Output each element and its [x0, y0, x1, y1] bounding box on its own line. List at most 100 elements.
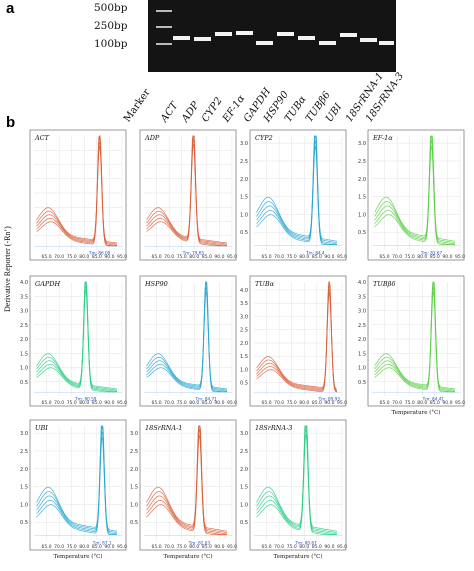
- band-tuba: [298, 36, 315, 40]
- band-adp: [194, 37, 211, 41]
- melt-curve-line: [374, 135, 456, 242]
- x-tick-label: 70.0: [164, 400, 174, 406]
- y-tick-label: 2.0: [20, 337, 28, 343]
- x-tick-label: 95.0: [337, 400, 347, 406]
- tm-label: Tm: 86.09: [88, 251, 111, 256]
- melt-curve-line: [146, 429, 227, 536]
- x-tick-label: 70.0: [392, 254, 402, 260]
- y-tick-label: 4.0: [20, 280, 28, 286]
- x-tick-label: 75.0: [177, 400, 187, 406]
- x-tick-label: 90.0: [442, 400, 452, 406]
- panel-title: ACT: [34, 134, 50, 142]
- melt-curve-line: [36, 135, 118, 244]
- x-tick-label: 65.0: [152, 400, 162, 406]
- melt-curve-line: [374, 286, 455, 393]
- y-tick-label: 3.5: [20, 294, 28, 300]
- melt-curve-line: [374, 281, 456, 391]
- panel-frame: [29, 419, 127, 551]
- x-tick-label: 90.0: [214, 400, 224, 406]
- tm-label: Tm: 79.65: [182, 251, 205, 256]
- melt-curve-line: [146, 281, 228, 390]
- y-tick-label: 3.0: [240, 314, 248, 320]
- melt-curve-line: [146, 424, 228, 535]
- panel-title: UBI: [35, 424, 48, 432]
- x-tick-label: 65.0: [42, 254, 52, 260]
- x-tick-label: 70.0: [274, 400, 284, 406]
- y-tick-label: 2.5: [20, 323, 28, 329]
- melt-panel-0: 65.0 70.0 75.0 80.0 85.0 90.0 95.0 ACT Tm: 86.09: [29, 129, 127, 261]
- tm-label: Tm: 84.4: [305, 251, 325, 256]
- x-tick-label: 90.0: [214, 254, 224, 260]
- y-tick-label: 1.5: [240, 485, 248, 491]
- melt-panel-7: 0.5 1.0 1.5 2.0 2.5 3.0 3.5 4.0 65.0 70.0 75.0 80.0…: [358, 275, 465, 416]
- x-tick-label: 90.0: [104, 544, 114, 550]
- x-tick-label: 85.0: [92, 400, 102, 406]
- y-tick-label: 0.5: [130, 520, 138, 526]
- y-tick-label: 0.5: [358, 230, 366, 236]
- melt-curve-line: [256, 434, 337, 536]
- melt-panel-1: 65.0 70.0 75.0 80.0 85.0 90.0 95.0 ADP Tm: 79.65: [139, 129, 237, 261]
- melt-curve-line: [374, 140, 455, 246]
- x-tick-label: 70.0: [164, 254, 174, 260]
- band-tubb6: [319, 41, 336, 45]
- melt-panel-9: 0.5 1.0 1.5 2.0 2.5 3.0 65.0 70.0 75.0 80.0 85.0 90…: [130, 419, 237, 560]
- x-tick-label: 95.0: [337, 544, 347, 550]
- x-tick-label: 70.0: [54, 254, 64, 260]
- band-hsp90: [277, 32, 294, 36]
- y-tick-label: 1.5: [358, 351, 366, 357]
- x-tick-label: 80.0: [189, 544, 199, 550]
- panel-b-letter: b: [6, 114, 16, 131]
- band-18s-3: [379, 41, 394, 45]
- x-tick-label: 95.0: [117, 254, 127, 260]
- x-tick-label: 65.0: [42, 544, 52, 550]
- y-tick-label: 3.0: [240, 431, 248, 437]
- panel-title: HSP90: [144, 280, 168, 288]
- x-tick-label: 80.0: [79, 400, 89, 406]
- panel-a-letter: a: [6, 0, 15, 17]
- y-tick-label: 1.0: [358, 366, 366, 372]
- y-tick-label: 1.0: [20, 366, 28, 372]
- x-tick-label: 65.0: [380, 254, 390, 260]
- tm-label: Tm: 84.41: [422, 397, 445, 402]
- melt-curve-line: [146, 143, 227, 247]
- melt-curve-line: [256, 281, 338, 390]
- y-tick-label: 0.5: [20, 520, 28, 526]
- x-tick-label: 80.0: [417, 254, 427, 260]
- melt-curve-line: [36, 289, 117, 393]
- x-tick-label: 85.0: [202, 400, 212, 406]
- y-tick-label: 3.0: [240, 141, 248, 147]
- marker-band-500: [156, 10, 172, 12]
- x-tick-label: 85.0: [202, 254, 212, 260]
- x-tick-label: 75.0: [287, 400, 297, 406]
- y-tick-label: 2.5: [240, 449, 248, 455]
- melt-panel-6: 0.5 1.0 1.5 2.0 2.5 3.0 3.5 4.0 65.0 70.0 75.0 80.0…: [240, 275, 347, 407]
- x-tick-label: 80.0: [189, 400, 199, 406]
- panel-title: ADP: [144, 134, 160, 142]
- x-tick-label: 65.0: [380, 400, 390, 406]
- x-tick-label: 80.0: [79, 254, 89, 260]
- melt-panel-3: 0.5 1.0 1.5 2.0 2.5 3.0 65.0 70.0 75.0 80.0 85.0 90…: [358, 129, 465, 261]
- x-tick-label: 75.0: [67, 544, 77, 550]
- x-tick-label: 70.0: [54, 400, 64, 406]
- x-tick-label: 75.0: [287, 254, 297, 260]
- melt-panel-2: 0.5 1.0 1.5 2.0 2.5 3.0 65.0 70.0 75.0 80.0 85.0 90…: [240, 129, 347, 261]
- x-tick-label: 75.0: [67, 254, 77, 260]
- melt-curve-line: [146, 139, 227, 247]
- agarose-gel-image: [148, 0, 396, 72]
- band-ef1a: [236, 31, 253, 35]
- panel-title: EF-1α: [372, 134, 393, 142]
- y-tick-label: 1.0: [240, 212, 248, 218]
- melt-curve-line: [256, 280, 338, 391]
- tm-label: Tm: 84.71: [194, 397, 217, 402]
- x-tick-label: 65.0: [262, 400, 272, 406]
- y-tick-label: 3.5: [240, 301, 248, 307]
- band-ubi: [340, 33, 357, 37]
- melt-panel-5: 65.0 70.0 75.0 80.0 85.0 90.0 95.0 HSP90 Tm: 84.…: [139, 275, 237, 407]
- x-tick-label: 65.0: [262, 254, 272, 260]
- melt-curve-line: [256, 289, 338, 393]
- marker-band-100: [156, 43, 172, 45]
- y-tick-label: 3.5: [358, 294, 366, 300]
- y-tick-label: 1.0: [358, 212, 366, 218]
- melt-curve-line: [146, 287, 227, 393]
